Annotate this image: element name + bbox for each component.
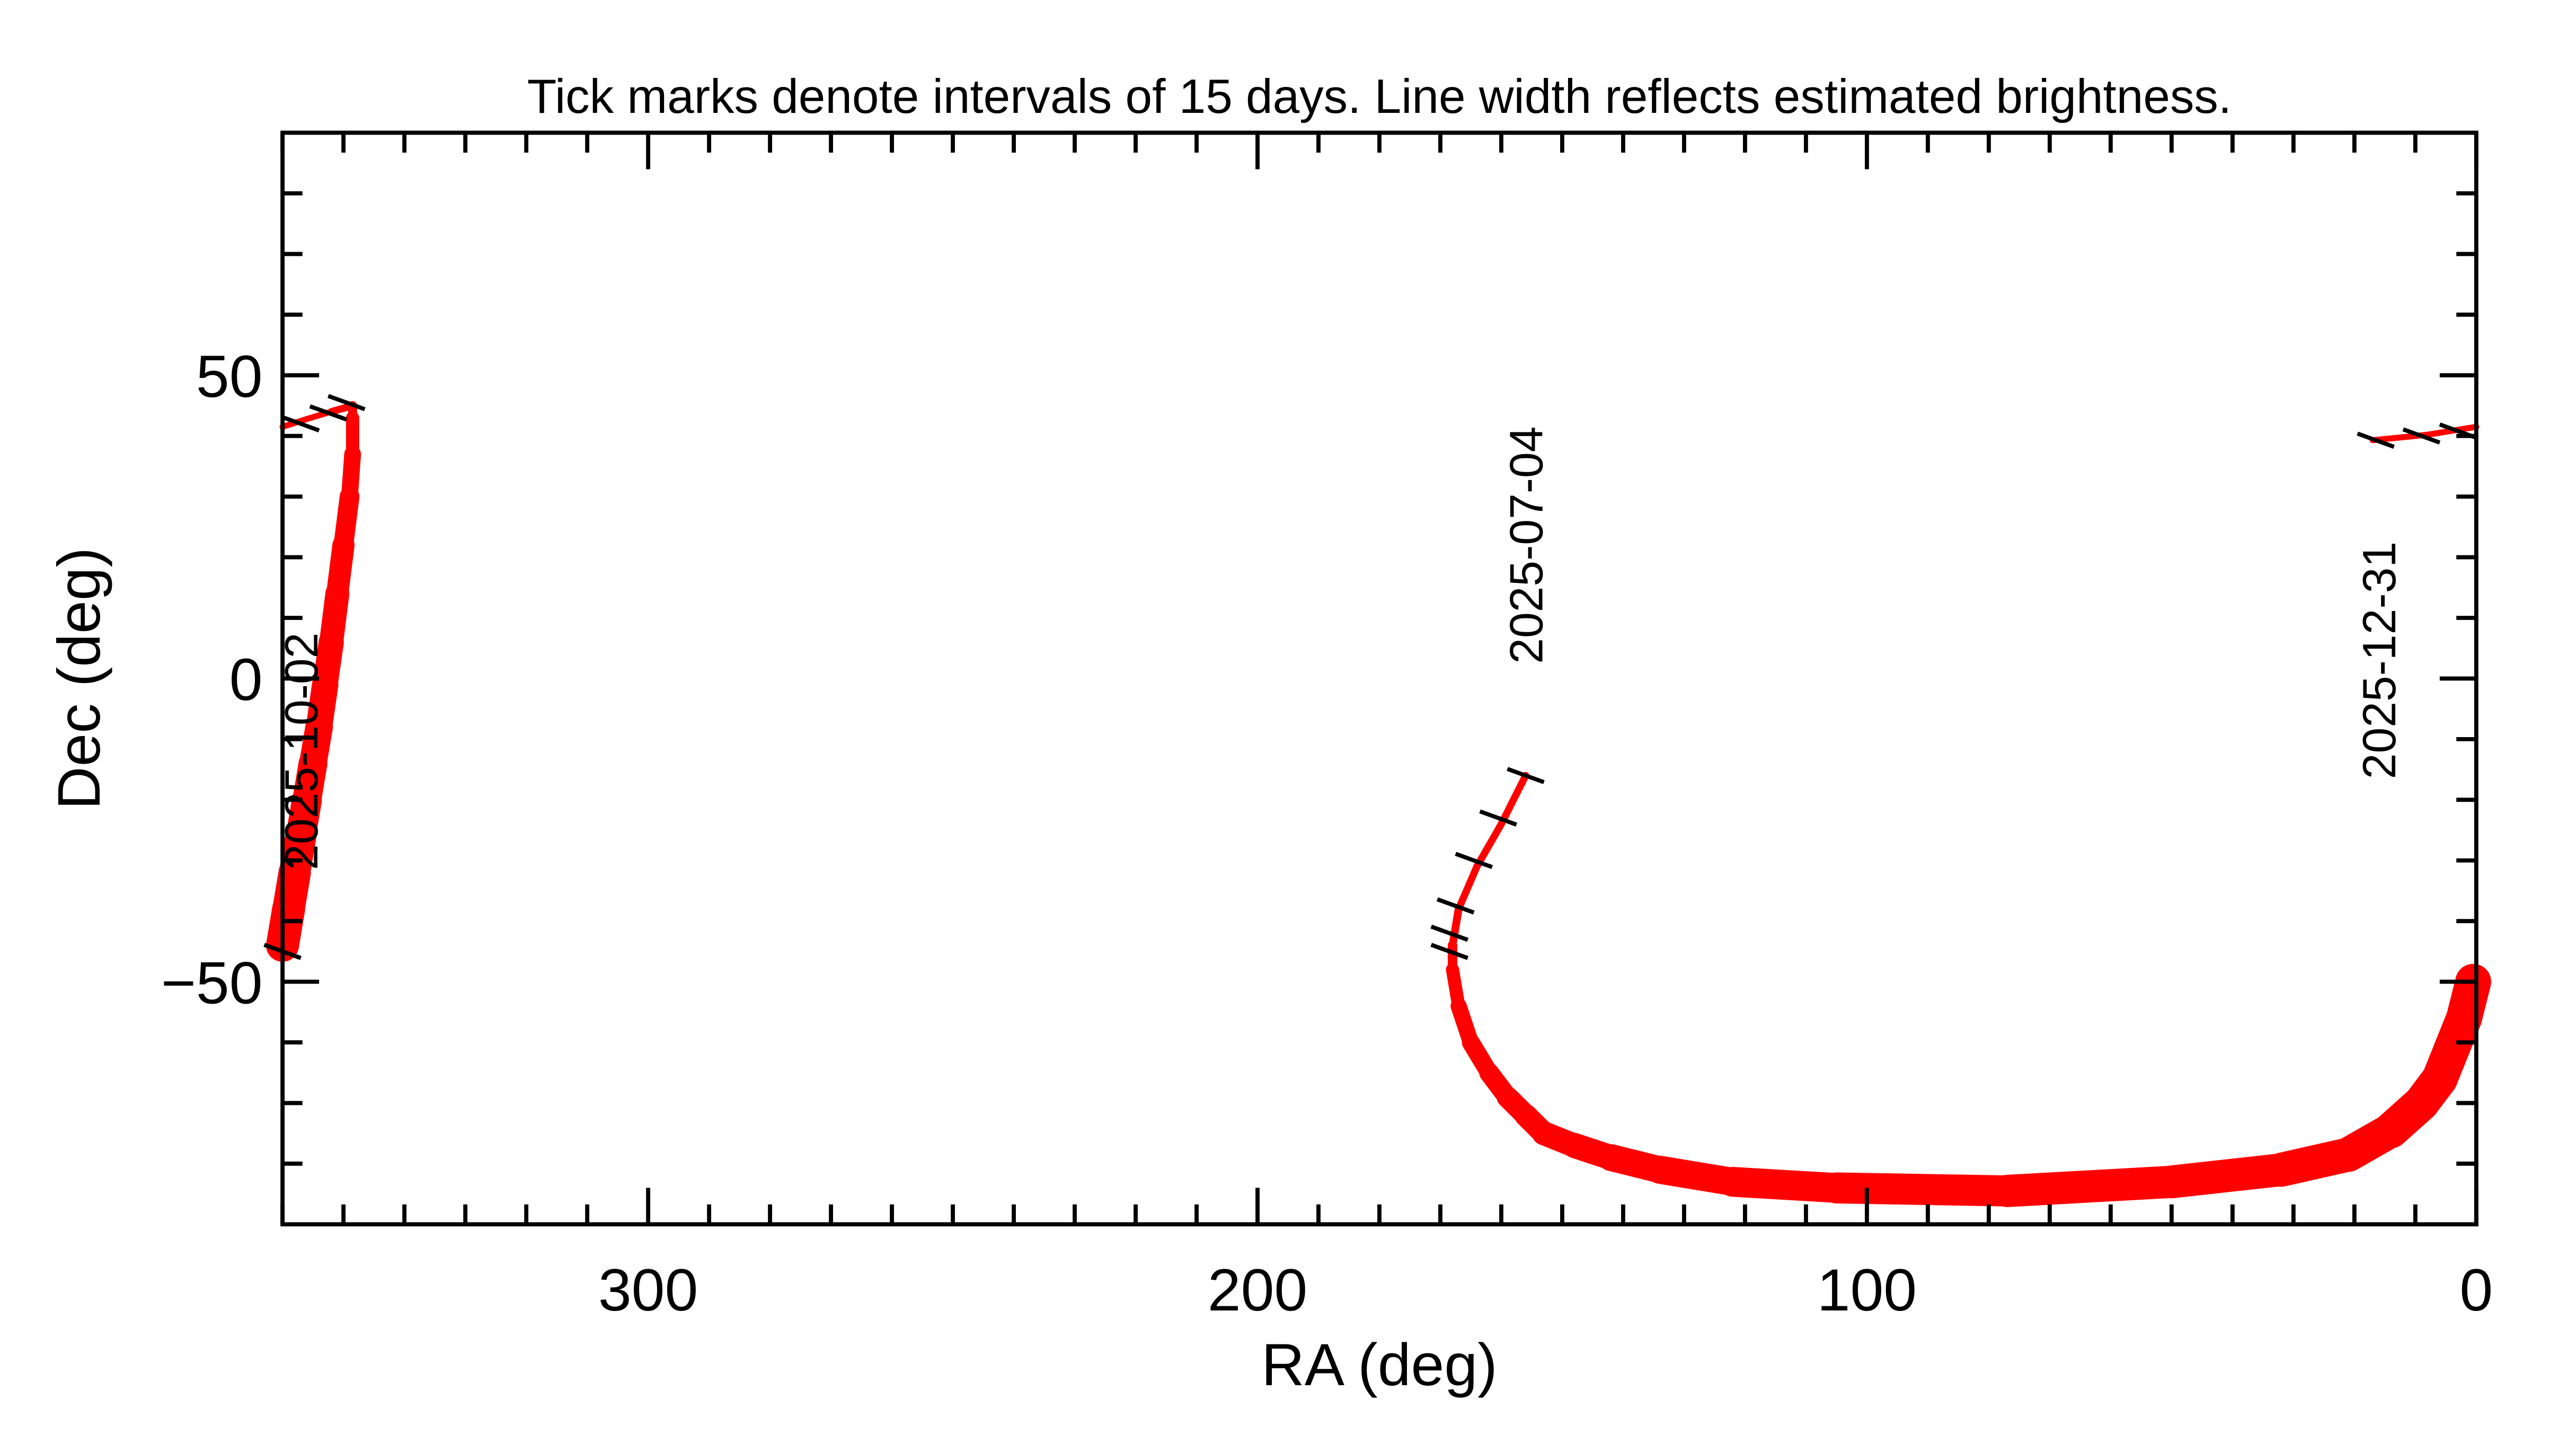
track-segment [1455, 863, 1481, 913]
x-tick-label: 300 [598, 1256, 698, 1323]
interval-tick-mark [309, 404, 348, 422]
track-series-0 [1446, 772, 2491, 1207]
track-segment [327, 402, 357, 415]
date-annotation: 2025-12-31 [2353, 542, 2405, 779]
interval-tick-mark [1430, 924, 1469, 942]
track-segment [2446, 963, 2491, 1037]
interval-tick-mark [2402, 427, 2441, 445]
track-segment [1718, 1167, 1852, 1203]
date-annotation: 2025-07-04 [1500, 427, 1552, 664]
interval-tick-mark [1436, 897, 1475, 915]
y-tick-label: 0 [229, 646, 263, 713]
x-axis-label: RA (deg) [1261, 1331, 1498, 1398]
track-segment [341, 446, 361, 505]
x-tick-label: 0 [2459, 1256, 2493, 1323]
plot-frame [280, 130, 2478, 1227]
interval-tick-mark [1507, 767, 1545, 784]
interval-tick-mark [327, 394, 366, 411]
axis-ticks: 300 200 100 0 50 0 −50 [161, 132, 2493, 1323]
track-segment [1448, 905, 1463, 950]
chart-title: Tick marks denote intervals of 15 days. … [527, 70, 2232, 123]
track-segment [1473, 820, 1505, 870]
track-segment [1498, 772, 1529, 828]
interval-tick-mark [1430, 943, 1469, 960]
x-tick-label: 200 [1208, 1256, 1307, 1323]
track-segment [2155, 1153, 2298, 1199]
x-tick-label: 100 [1817, 1256, 1917, 1323]
interval-tick-mark [281, 415, 320, 432]
interval-tick-mark [1479, 809, 1518, 827]
y-tick-label: −50 [161, 949, 263, 1016]
y-tick-label: 50 [196, 343, 263, 410]
y-axis-label: Dec (deg) [46, 547, 112, 810]
interval-tick-mark [1455, 852, 1493, 869]
track-segment [1990, 1165, 2188, 1207]
track-segment [1821, 1172, 2023, 1207]
interval-tick-mark [2357, 431, 2395, 449]
